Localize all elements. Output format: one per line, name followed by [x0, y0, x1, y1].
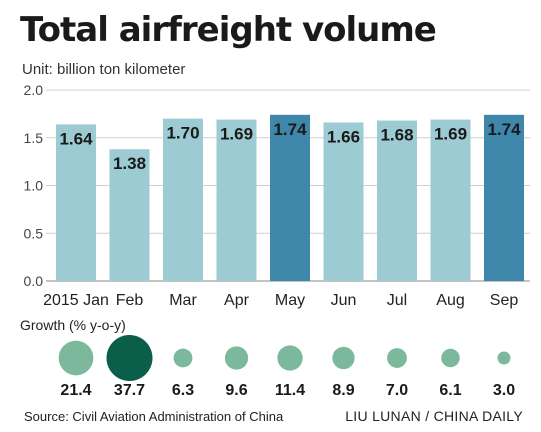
chart-subtitle: Unit: billion ton kilometer: [22, 61, 186, 78]
bar: [163, 118, 203, 282]
growth-value-label: 3.0: [493, 382, 515, 399]
bar-value-label: 1.38: [113, 154, 146, 173]
bar: [377, 120, 417, 281]
growth-value-label: 21.4: [60, 382, 91, 399]
growth-value-label: 7.0: [386, 382, 408, 399]
bar: [484, 114, 524, 281]
growth-value-label: 6.3: [172, 382, 194, 399]
x-tick-label: Mar: [169, 292, 197, 309]
bar: [216, 119, 257, 281]
x-tick-label: Feb: [116, 292, 144, 309]
growth-value-label: 37.7: [114, 382, 145, 399]
credit-line: LIU LUNAN / CHINA DAILY: [345, 408, 523, 424]
bar: [56, 124, 96, 281]
bar: [430, 119, 471, 281]
growth-value-label: 6.1: [439, 382, 461, 399]
bar-value-label: 1.74: [487, 120, 521, 139]
y-tick-label: 2.0: [24, 82, 44, 98]
growth-value-label: 9.6: [225, 382, 247, 399]
growth-bubble: [441, 348, 460, 368]
growth-bubble: [58, 340, 94, 376]
y-tick-label: 0.5: [24, 225, 44, 241]
growth-bubble: [224, 346, 249, 370]
source-note: Source: Civil Aviation Administration of…: [24, 409, 284, 424]
x-tick-label: Jun: [331, 292, 357, 309]
bar-value-label: 1.69: [434, 125, 467, 144]
bar-value-label: 1.70: [166, 124, 199, 143]
growth-bubble: [387, 348, 407, 368]
growth-bubble: [497, 351, 511, 365]
bar: [270, 114, 310, 281]
bar-value-label: 1.66: [327, 127, 360, 146]
growth-bubble: [332, 346, 355, 370]
chart-title: Total airfreight volume: [20, 10, 437, 50]
x-tick-label: 2015 Jan: [43, 292, 109, 309]
growth-bubble: [277, 345, 303, 371]
bar: [109, 149, 150, 281]
x-tick-label: May: [275, 292, 305, 309]
y-tick-label: 1.5: [24, 130, 44, 146]
growth-value-label: 8.9: [332, 382, 354, 399]
x-tick-label: Apr: [224, 292, 250, 309]
bar: [323, 122, 364, 281]
growth-bubble: [173, 348, 193, 368]
y-tick-label: 0.0: [24, 273, 44, 289]
growth-bubble: [106, 335, 153, 381]
bar-value-label: 1.64: [59, 129, 93, 148]
bar-value-label: 1.69: [220, 125, 253, 144]
x-tick-label: Aug: [436, 292, 464, 309]
bar-value-label: 1.74: [273, 120, 307, 139]
y-tick-label: 1.0: [24, 178, 44, 194]
chart-svg: 1.64 1.38 1.70 1.69 1.74 1.66 1.68 1.69 1.74 0.0…: [20, 82, 530, 399]
growth-value-label: 11.4: [275, 382, 305, 399]
bar-value-label: 1.68: [380, 126, 413, 145]
x-tick-label: Sep: [490, 292, 519, 309]
growth-label: Growth (% y-o-y): [20, 317, 126, 333]
x-tick-label: Jul: [387, 292, 407, 309]
